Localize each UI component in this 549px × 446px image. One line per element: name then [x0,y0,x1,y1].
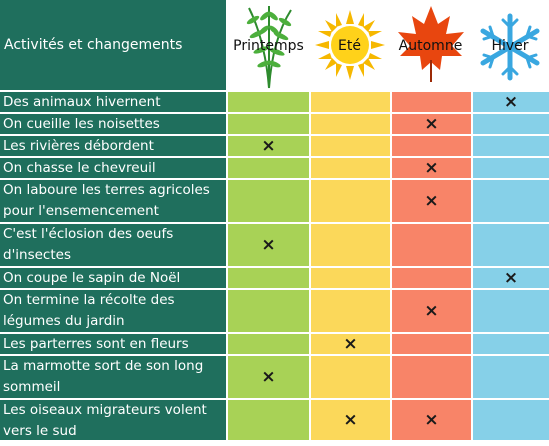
activity-label: Les oiseaux migrateurs volent vers le su… [0,400,228,442]
cell-printemps: × [228,136,309,158]
cell-hiver [471,158,549,180]
activity-label: On cueille les noisettes [0,114,228,136]
activity-label: On termine la récolte des légumes du jar… [0,290,228,334]
cell-automne: × [390,180,471,224]
cell-printemps [228,114,309,136]
cell-hiver: × [471,92,549,114]
cell-automne [390,356,471,400]
cell-printemps [228,334,309,356]
activity-label: On laboure les terres agricoles pour l'e… [0,180,228,224]
cell-hiver [471,356,549,400]
cell-automne: × [390,114,471,136]
activities-header: Activités et changements [0,0,228,92]
cell-printemps [228,400,309,442]
cell-automne [390,92,471,114]
cell-hiver [471,290,549,334]
sun-icon [314,10,385,80]
season-header-automne: Automne [390,0,471,92]
check-mark: × [261,366,276,387]
cell-hiver [471,400,549,442]
check-mark: × [503,91,519,112]
check-mark: × [261,135,276,156]
cell-ete: × [309,400,390,442]
check-mark: × [343,409,358,430]
cell-ete [309,356,390,400]
cell-hiver [471,334,549,356]
cell-automne: × [390,290,471,334]
cell-automne [390,334,471,356]
cell-automne [390,224,471,268]
cell-printemps [228,158,309,180]
cell-automne [390,268,471,290]
cell-ete: × [309,334,390,356]
cell-hiver [471,114,549,136]
check-mark: × [424,113,439,134]
season-header-hiver: Hiver [471,0,549,92]
check-mark: × [261,234,276,255]
cell-ete [309,158,390,180]
cell-printemps [228,268,309,290]
activities-header-label: Activités et changements [4,37,183,53]
activity-label: On chasse le chevreuil [0,158,228,180]
activity-label: C'est l'éclosion des oeufs d'insectes [0,224,228,268]
cell-hiver [471,224,549,268]
season-label: Automne [398,38,463,54]
snowflake-icon [480,13,540,81]
cell-ete [309,224,390,268]
check-mark: × [424,190,439,211]
maple-leaf-icon [397,6,464,82]
cell-automne: × [390,158,471,180]
cell-printemps [228,92,309,114]
cell-printemps: × [228,224,309,268]
cell-hiver [471,136,549,158]
cell-printemps [228,180,309,224]
cell-printemps [228,290,309,334]
activity-label: Les parterres sont en fleurs [0,334,228,356]
cell-ete [309,92,390,114]
cell-ete [309,268,390,290]
season-label: Printemps [233,38,304,54]
activity-label: La marmotte sort de son long sommeil [0,356,228,400]
fern-icon [246,6,292,89]
cell-ete [309,180,390,224]
check-mark: × [424,300,439,321]
activity-label: Les rivières débordent [0,136,228,158]
check-mark: × [343,333,358,354]
check-mark: × [503,267,519,288]
season-label: Hiver [491,38,529,54]
cell-hiver [471,180,549,224]
cell-automne: × [390,400,471,442]
activity-label: On coupe le sapin de Noël [0,268,228,290]
activity-label: Des animaux hivernent [0,92,228,114]
cell-printemps: × [228,356,309,400]
season-header-ete: Eté [309,0,390,92]
check-mark: × [424,409,439,430]
season-header-printemps: Printemps [228,0,309,92]
cell-ete [309,114,390,136]
cell-hiver: × [471,268,549,290]
cell-ete [309,136,390,158]
cell-automne [390,136,471,158]
cell-ete [309,290,390,334]
check-mark: × [424,157,439,178]
season-label: Eté [338,38,361,54]
